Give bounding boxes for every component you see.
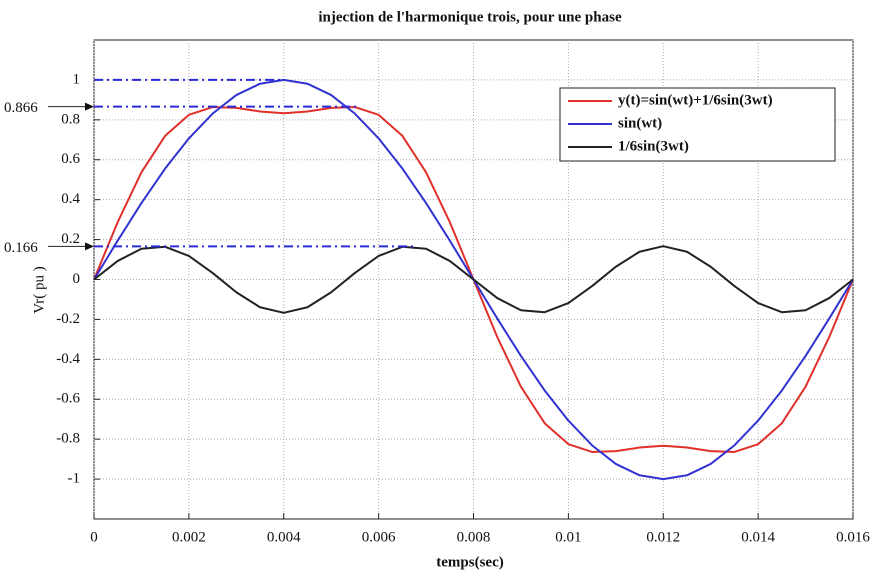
y-tick-label: -0.2 (56, 311, 80, 327)
y-axis-label: Vr( pu ) (31, 266, 47, 313)
reference-label: 0.166 (4, 240, 38, 256)
y-tick-label: 0.2 (61, 231, 80, 247)
y-tick-label: 0.6 (61, 151, 80, 167)
x-tick-label: 0.004 (267, 529, 301, 545)
y-tick-label: 0.8 (61, 111, 80, 127)
x-tick-label: 0.014 (741, 529, 775, 545)
y-tick-label: -0.6 (56, 391, 80, 407)
legend-label: 1/6sin(3wt) (618, 138, 689, 154)
y-tick-label: -1 (68, 471, 81, 487)
x-tick-label: 0.006 (362, 529, 396, 545)
reference-arrowhead (85, 102, 94, 111)
y-tick-label: 1 (73, 71, 81, 87)
legend-label: y(t)=sin(wt)+1/6sin(3wt) (618, 92, 773, 108)
y-tick-label: -0.4 (56, 351, 80, 367)
x-axis-label: temps(sec) (436, 554, 503, 570)
y-tick-label: 0 (73, 271, 81, 287)
x-tick-label: 0.002 (172, 529, 206, 545)
y-tick-label: 0.4 (61, 191, 80, 207)
legend-label: sin(wt) (618, 115, 662, 131)
series-line (93, 245, 854, 314)
reference-arrowhead (85, 242, 94, 251)
x-tick-label: 0.008 (457, 529, 491, 545)
x-tick-label: 0.01 (555, 529, 581, 545)
x-tick-label: 0 (90, 529, 98, 545)
y-tick-label: -0.8 (56, 431, 80, 447)
reference-label: 0.866 (4, 100, 38, 116)
x-tick-label: 0.016 (836, 529, 870, 545)
x-tick-label: 0.012 (646, 529, 680, 545)
chart-title: injection de l'harmonique trois, pour un… (318, 9, 622, 25)
